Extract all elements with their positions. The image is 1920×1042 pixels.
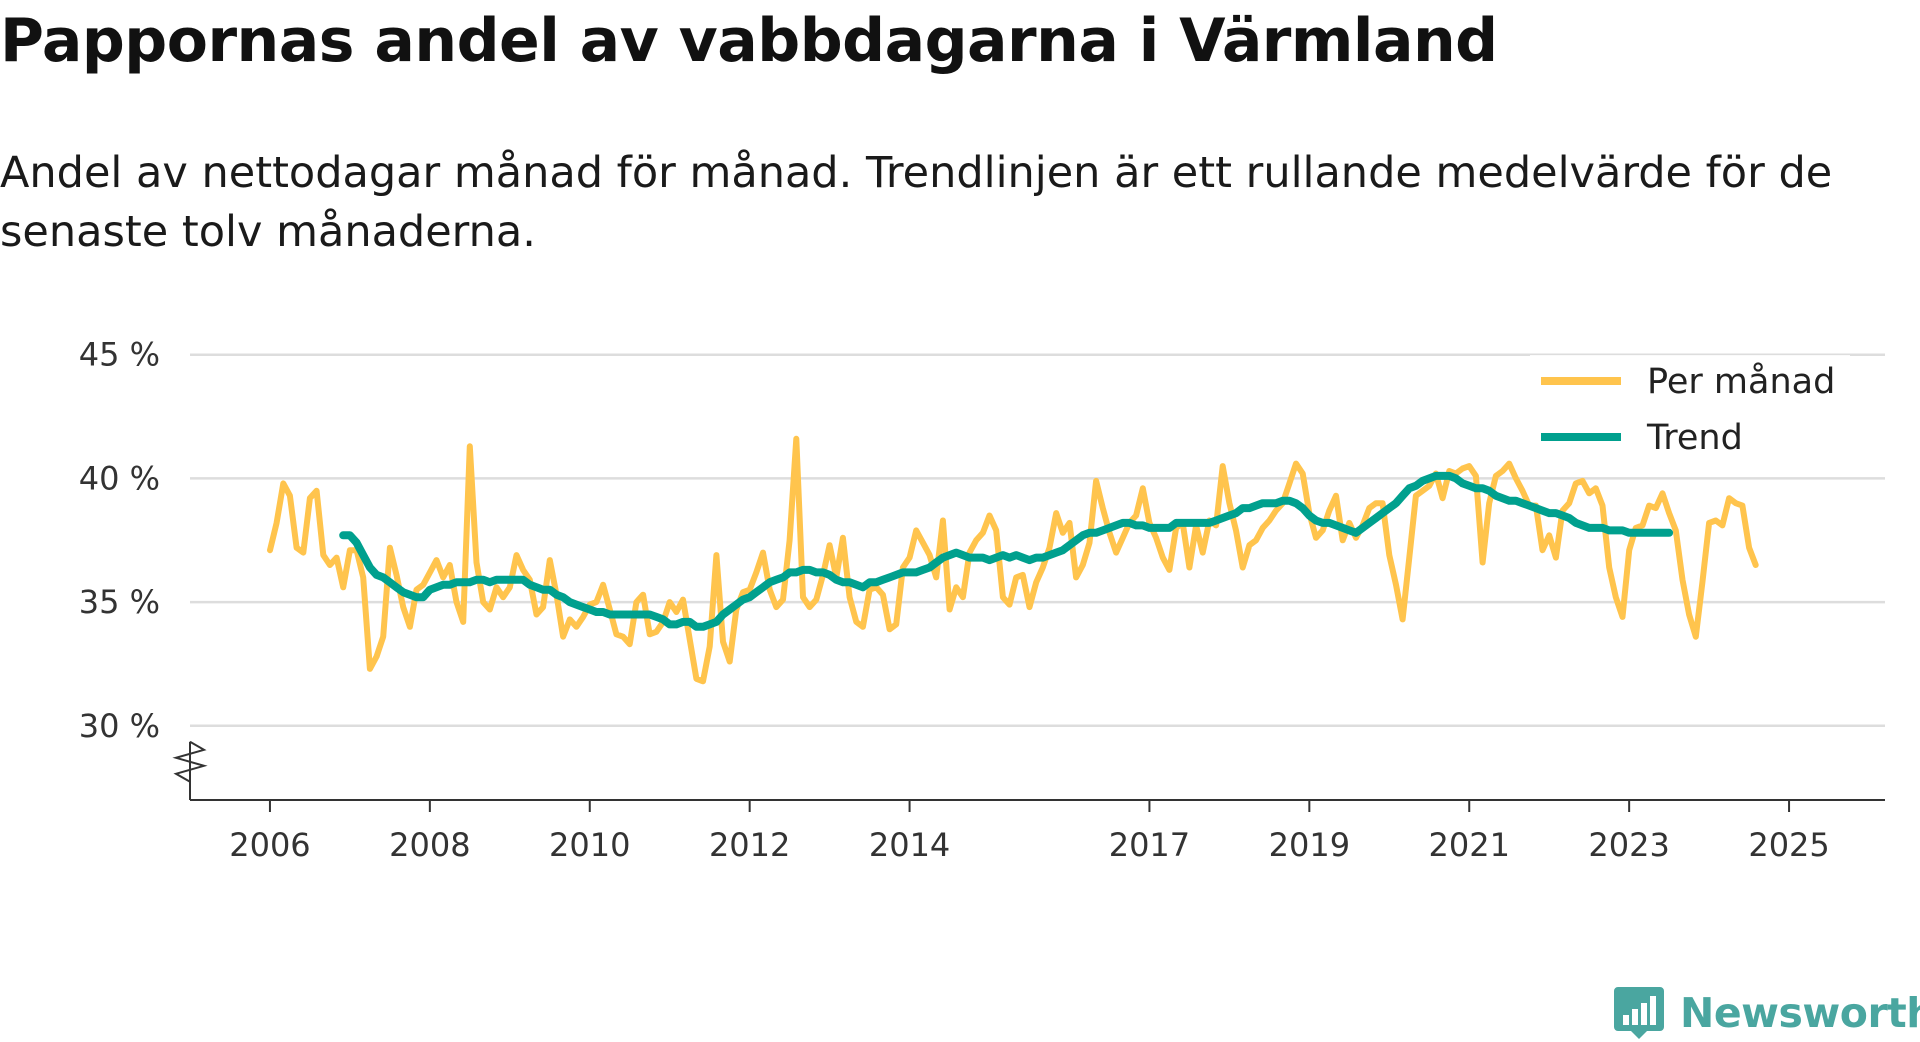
- legend-label: Per månad: [1647, 361, 1835, 402]
- x-tick-label: 2014: [869, 826, 950, 864]
- x-tick-label: 2021: [1429, 826, 1510, 864]
- bar-chart-icon: [1614, 987, 1664, 1039]
- chart-subtitle: Andel av nettodagar månad för månad. Tre…: [0, 148, 1833, 257]
- y-tick-label: 30 %: [79, 707, 160, 745]
- axes: 30 % 35 % 40 % 45 % 2006 2008 2010 2012 2014 2017…: [79, 336, 1885, 864]
- logo-bar-2: [1632, 1009, 1638, 1025]
- brand-name: Newsworthy: [1680, 989, 1920, 1037]
- chart-title: Pappornas andel av vabbdagarna i Värmlan…: [0, 6, 1498, 76]
- x-tick-label: 2006: [229, 826, 310, 864]
- x-tick-label: 2012: [709, 826, 790, 864]
- y-tick-label: 35 %: [79, 583, 160, 621]
- series-line-trend: [339, 471, 1674, 631]
- series-lines: [267, 435, 1759, 685]
- axis-break: [172, 740, 208, 783]
- newsworthy-logo: Newsworthy: [1614, 984, 1920, 1042]
- x-tick-label: 2017: [1109, 826, 1190, 864]
- logo-badge: [1614, 987, 1664, 1039]
- x-tick-label: 2025: [1748, 826, 1829, 864]
- y-tick-label: 45 %: [79, 336, 160, 374]
- logo-bar-3: [1641, 1003, 1647, 1025]
- y-tick-label: 40 %: [79, 459, 160, 497]
- legend-label: Trend: [1646, 418, 1743, 458]
- x-tick-label: 2023: [1588, 826, 1669, 864]
- legend-background: [1530, 355, 1850, 465]
- series-line-per-manad: [267, 435, 1759, 685]
- logo-bar-4: [1650, 996, 1656, 1025]
- line-chart: 30 % 35 % 40 % 45 % 2006 2008 2010 2012 2014 2017…: [79, 336, 1885, 864]
- x-tick-label: 2008: [389, 826, 470, 864]
- x-tick-label: 2019: [1269, 826, 1350, 864]
- logo-bar-1: [1623, 1015, 1629, 1025]
- legend: Per månad Trend: [1530, 355, 1850, 465]
- x-tick-label: 2010: [549, 826, 630, 864]
